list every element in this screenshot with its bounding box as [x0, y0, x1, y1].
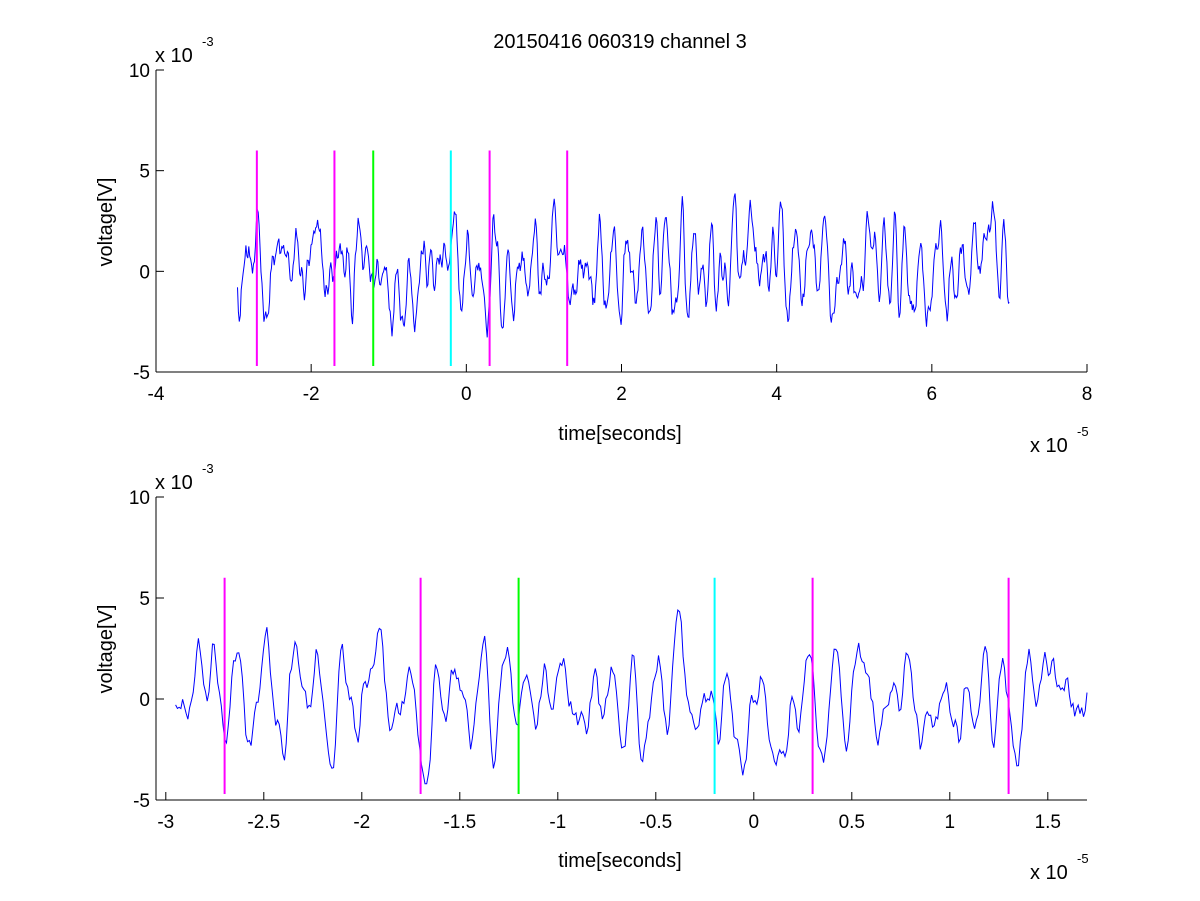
bottom-plot-exponent-y: x 10 -3 — [155, 461, 214, 494]
top-plot-exponent-y: x 10 -3 — [155, 34, 214, 67]
bottom-x-exponent: x 10 — [1030, 862, 1068, 884]
bottom-y-tick-label: -5 — [133, 791, 150, 812]
top-x-tick-label: 4 — [771, 384, 782, 405]
top-y-tick-label: 0 — [139, 262, 150, 283]
bottom-plot: x 10 -3 x 10 -5 voltage[V] time[seconds]… — [95, 461, 1089, 884]
bottom-ylabel: voltage[V] — [95, 605, 117, 694]
bottom-y-tick-label: 10 — [129, 488, 150, 509]
top-ylabel: voltage[V] — [95, 178, 117, 267]
top-y-exponent: x 10 — [155, 45, 193, 67]
top-signal-line — [237, 193, 1010, 338]
chart-title: 20150416 060319 channel 3 — [493, 31, 747, 53]
top-x-tick-label: 0 — [461, 384, 472, 405]
bottom-plot-exponent-x: x 10 -5 — [1030, 851, 1089, 884]
bottom-x-tick-label: -0.5 — [639, 812, 672, 833]
bottom-x-tick-label: 0 — [749, 812, 760, 833]
top-y-tick-label: -5 — [133, 363, 150, 384]
bottom-x-tick-label: -1.5 — [443, 812, 476, 833]
top-x-tick-label: 6 — [927, 384, 938, 405]
bottom-x-tick-label: -2 — [353, 812, 370, 833]
bottom-y-tick-label: 5 — [139, 589, 150, 610]
top-y-exponent-power: -3 — [202, 34, 214, 49]
top-x-exponent: x 10 — [1030, 435, 1068, 457]
bottom-x-tick-label: 1 — [945, 812, 956, 833]
top-y-tick-label: 5 — [139, 162, 150, 183]
bottom-y-exponent: x 10 — [155, 472, 193, 494]
bottom-x-tick-label: 1.5 — [1035, 812, 1061, 833]
top-plot: x 10 -3 x 10 -5 voltage[V] time[seconds]… — [95, 34, 1092, 457]
top-xlabel: time[seconds] — [558, 423, 681, 445]
bottom-y-exponent-power: -3 — [202, 461, 214, 476]
bottom-x-tick-label: -2.5 — [247, 812, 280, 833]
bottom-xlabel: time[seconds] — [558, 850, 681, 872]
bottom-x-tick-label: -3 — [157, 812, 174, 833]
top-x-tick-label: 8 — [1082, 384, 1093, 405]
top-x-tick-label: -4 — [148, 384, 165, 405]
bottom-y-tick-label: 0 — [139, 690, 150, 711]
bottom-signal-line — [175, 608, 1088, 785]
top-x-tick-label: -2 — [303, 384, 320, 405]
bottom-x-exponent-power: -5 — [1077, 851, 1089, 866]
bottom-x-tick-label: -1 — [549, 812, 566, 833]
top-y-tick-label: 10 — [129, 61, 150, 82]
top-x-tick-label: 2 — [616, 384, 627, 405]
bottom-x-tick-label: 0.5 — [839, 812, 865, 833]
top-plot-exponent-x: x 10 -5 — [1030, 424, 1089, 457]
top-x-exponent-power: -5 — [1077, 424, 1089, 439]
